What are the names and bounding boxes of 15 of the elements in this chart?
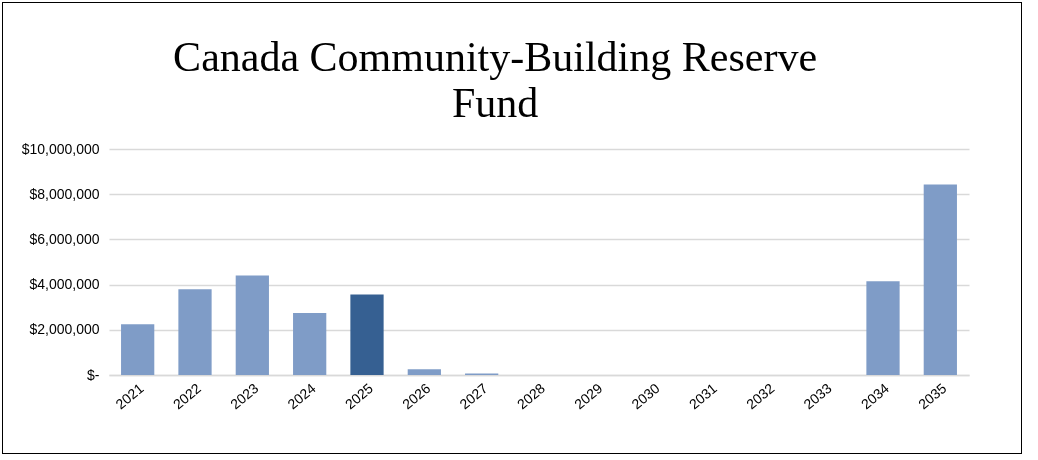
bar [866,281,900,375]
y-tick-label: $- [87,366,100,383]
bar [121,324,155,375]
bar [235,275,269,375]
bar [350,294,384,375]
bar [407,369,441,375]
bar [923,184,957,375]
y-tick-label: $2,000,000 [29,321,100,338]
bar [293,313,327,375]
chart-title: Canada Community-Building Reserve Fund [173,34,818,126]
y-tick-label: $10,000,000 [21,140,100,157]
y-tick-label: $4,000,000 [29,276,100,293]
y-tick-label: $6,000,000 [29,230,100,247]
y-tick-label: $8,000,000 [29,185,100,202]
bar [178,289,212,375]
